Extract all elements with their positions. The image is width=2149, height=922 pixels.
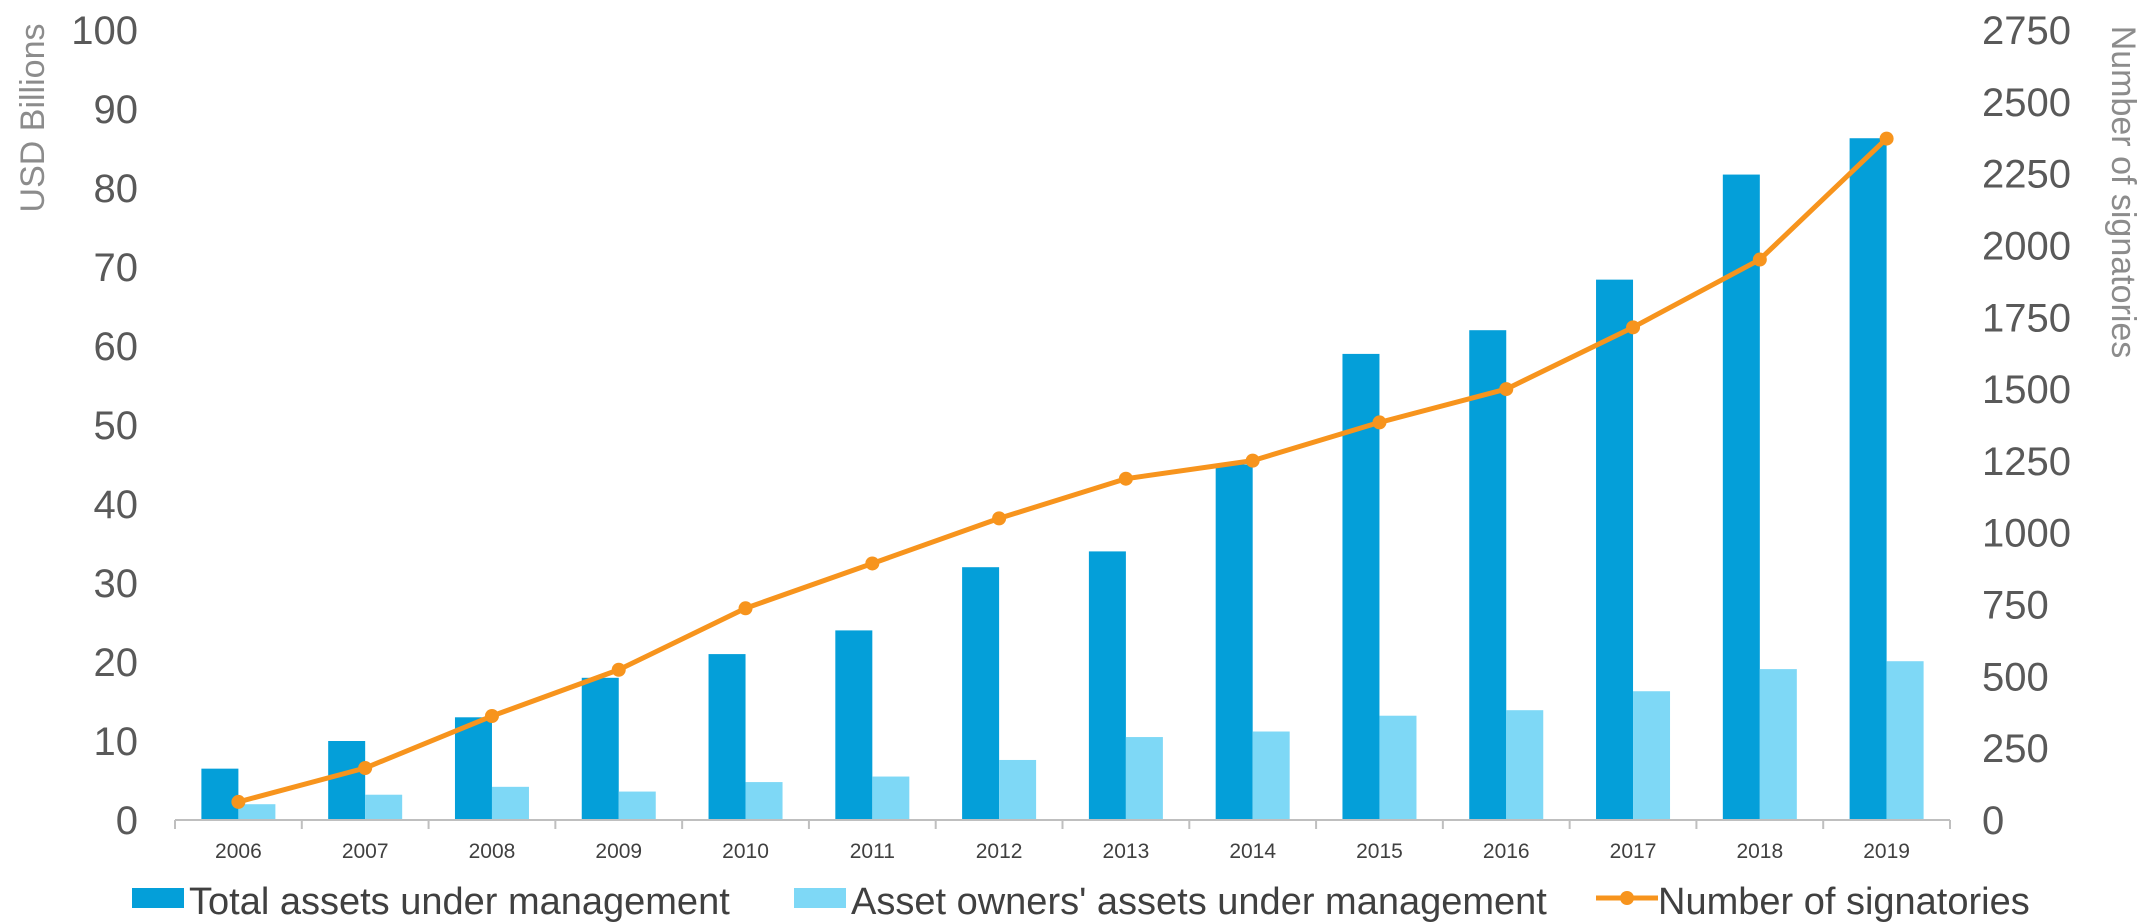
signatories-point — [1752, 252, 1767, 267]
signatories-point — [358, 761, 373, 776]
legend-label: Total assets under management — [189, 881, 730, 922]
right-tick-label: 2000 — [1982, 224, 2071, 268]
signatories-point — [1499, 382, 1514, 397]
asset-owners-aum-bar — [1886, 661, 1924, 820]
total-aum-bar — [1596, 279, 1634, 820]
total-aum-bar — [201, 768, 239, 820]
x-tick-label: 2016 — [1483, 840, 1530, 863]
right-axis-title: Number of signatories — [2104, 26, 2142, 359]
x-tick-label: 2013 — [1103, 840, 1150, 863]
left-axis-title: USD Billions — [14, 24, 52, 213]
x-tick-label: 2008 — [469, 840, 516, 863]
asset-owners-aum-bar — [1125, 737, 1163, 820]
asset-owners-aum-bar — [365, 794, 403, 820]
asset-owners-aum-bar — [1252, 731, 1290, 820]
legend-swatch — [794, 888, 846, 908]
total-aum-bar — [454, 717, 492, 820]
right-tick-label: 750 — [1982, 584, 2049, 628]
x-tick-label: 2009 — [595, 840, 642, 863]
x-tick-label: 2007 — [342, 840, 389, 863]
x-tick-label: 2006 — [215, 840, 262, 863]
total-aum-bar — [708, 654, 746, 820]
total-aum-bar — [1088, 551, 1126, 820]
signatories-point — [1626, 320, 1641, 335]
left-tick-label: 100 — [71, 9, 138, 53]
left-tick-label: 0 — [116, 799, 138, 843]
signatories-point — [1879, 131, 1894, 146]
signatories-point — [738, 601, 753, 616]
left-tick-label: 40 — [94, 483, 139, 527]
legend-label: Asset owners' assets under management — [851, 881, 1547, 922]
x-tick-label: 2018 — [1736, 840, 1783, 863]
right-tick-label: 1000 — [1982, 512, 2071, 556]
signatories-point — [992, 511, 1007, 526]
left-tick-label: 90 — [94, 88, 139, 132]
right-tick-label: 2750 — [1982, 9, 2071, 53]
asset-owners-aum-bar — [1379, 715, 1417, 820]
right-tick-label: 2250 — [1982, 153, 2071, 197]
total-aum-bar — [835, 630, 873, 820]
left-tick-label: 10 — [94, 720, 139, 764]
right-tick-label: 500 — [1982, 655, 2049, 699]
x-tick-label: 2017 — [1610, 840, 1657, 863]
total-aum-bar — [1722, 174, 1760, 820]
right-tick-label: 250 — [1982, 727, 2049, 771]
right-tick-label: 2500 — [1982, 81, 2071, 125]
legend-label: Number of signatories — [1658, 881, 2030, 922]
asset-owners-aum-bar — [745, 782, 783, 820]
legend: Total assets under management Asset owner… — [132, 881, 2030, 922]
asset-owners-aum-bar — [618, 791, 656, 820]
x-tick-label: 2019 — [1863, 840, 1910, 863]
left-tick-label: 70 — [94, 246, 139, 290]
left-tick-label: 80 — [94, 167, 139, 211]
asset-owners-aum-bar — [1759, 669, 1797, 820]
signatories-point — [1372, 415, 1387, 430]
right-tick-label: 1250 — [1982, 440, 2071, 484]
signatories-point — [1245, 453, 1260, 468]
asset-owners-aum-bar — [491, 786, 529, 820]
total-aum-bar — [1849, 138, 1887, 821]
left-tick-label: 60 — [94, 325, 139, 369]
asset-owners-aum-bar — [238, 804, 276, 820]
x-tick-label: 2012 — [976, 840, 1023, 863]
total-aum-bar — [581, 677, 619, 820]
right-tick-label: 1500 — [1982, 368, 2071, 412]
left-tick-label: 20 — [94, 641, 139, 685]
asset-owners-aum-bar — [1633, 691, 1671, 820]
left-axis-ticks: 0 10 20 30 40 50 60 70 80 90 100 — [71, 9, 138, 843]
total-aum-bar — [1215, 464, 1253, 820]
total-aum-bar — [328, 741, 366, 820]
x-tick-label: 2010 — [722, 840, 769, 863]
asset-owners-aum-bar — [999, 759, 1037, 820]
signatories-point — [1118, 471, 1133, 486]
line-series — [231, 131, 1894, 809]
left-tick-label: 50 — [94, 404, 139, 448]
total-aum-bar — [1469, 330, 1507, 820]
signatories-point — [865, 556, 880, 571]
legend-swatch — [132, 888, 184, 908]
bar-series — [201, 138, 1924, 821]
right-axis-ticks: 0 250 500 750 1000 1250 1500 1750 2000 2250 2500 27… — [1982, 9, 2071, 843]
right-tick-label: 0 — [1982, 799, 2004, 843]
left-tick-label: 30 — [94, 562, 139, 606]
total-aum-bar — [962, 567, 1000, 820]
signatories-point — [611, 662, 626, 677]
x-tick-label: 2014 — [1229, 840, 1276, 863]
signatories-point — [484, 709, 499, 724]
asset-owners-aum-bar — [872, 776, 910, 820]
asset-owners-aum-bar — [1506, 710, 1544, 820]
right-tick-label: 1750 — [1982, 296, 2071, 340]
signatories-line — [237, 136, 1889, 805]
signatories-point — [231, 794, 246, 809]
legend-swatch-marker — [1620, 891, 1634, 905]
x-tick-label: 2011 — [850, 840, 895, 863]
x-tick-label: 2015 — [1356, 840, 1403, 863]
x-axis-ticks: 2006 2007 2008 2009 2010 2011 2012 2013 2014 2015… — [174, 820, 1951, 863]
